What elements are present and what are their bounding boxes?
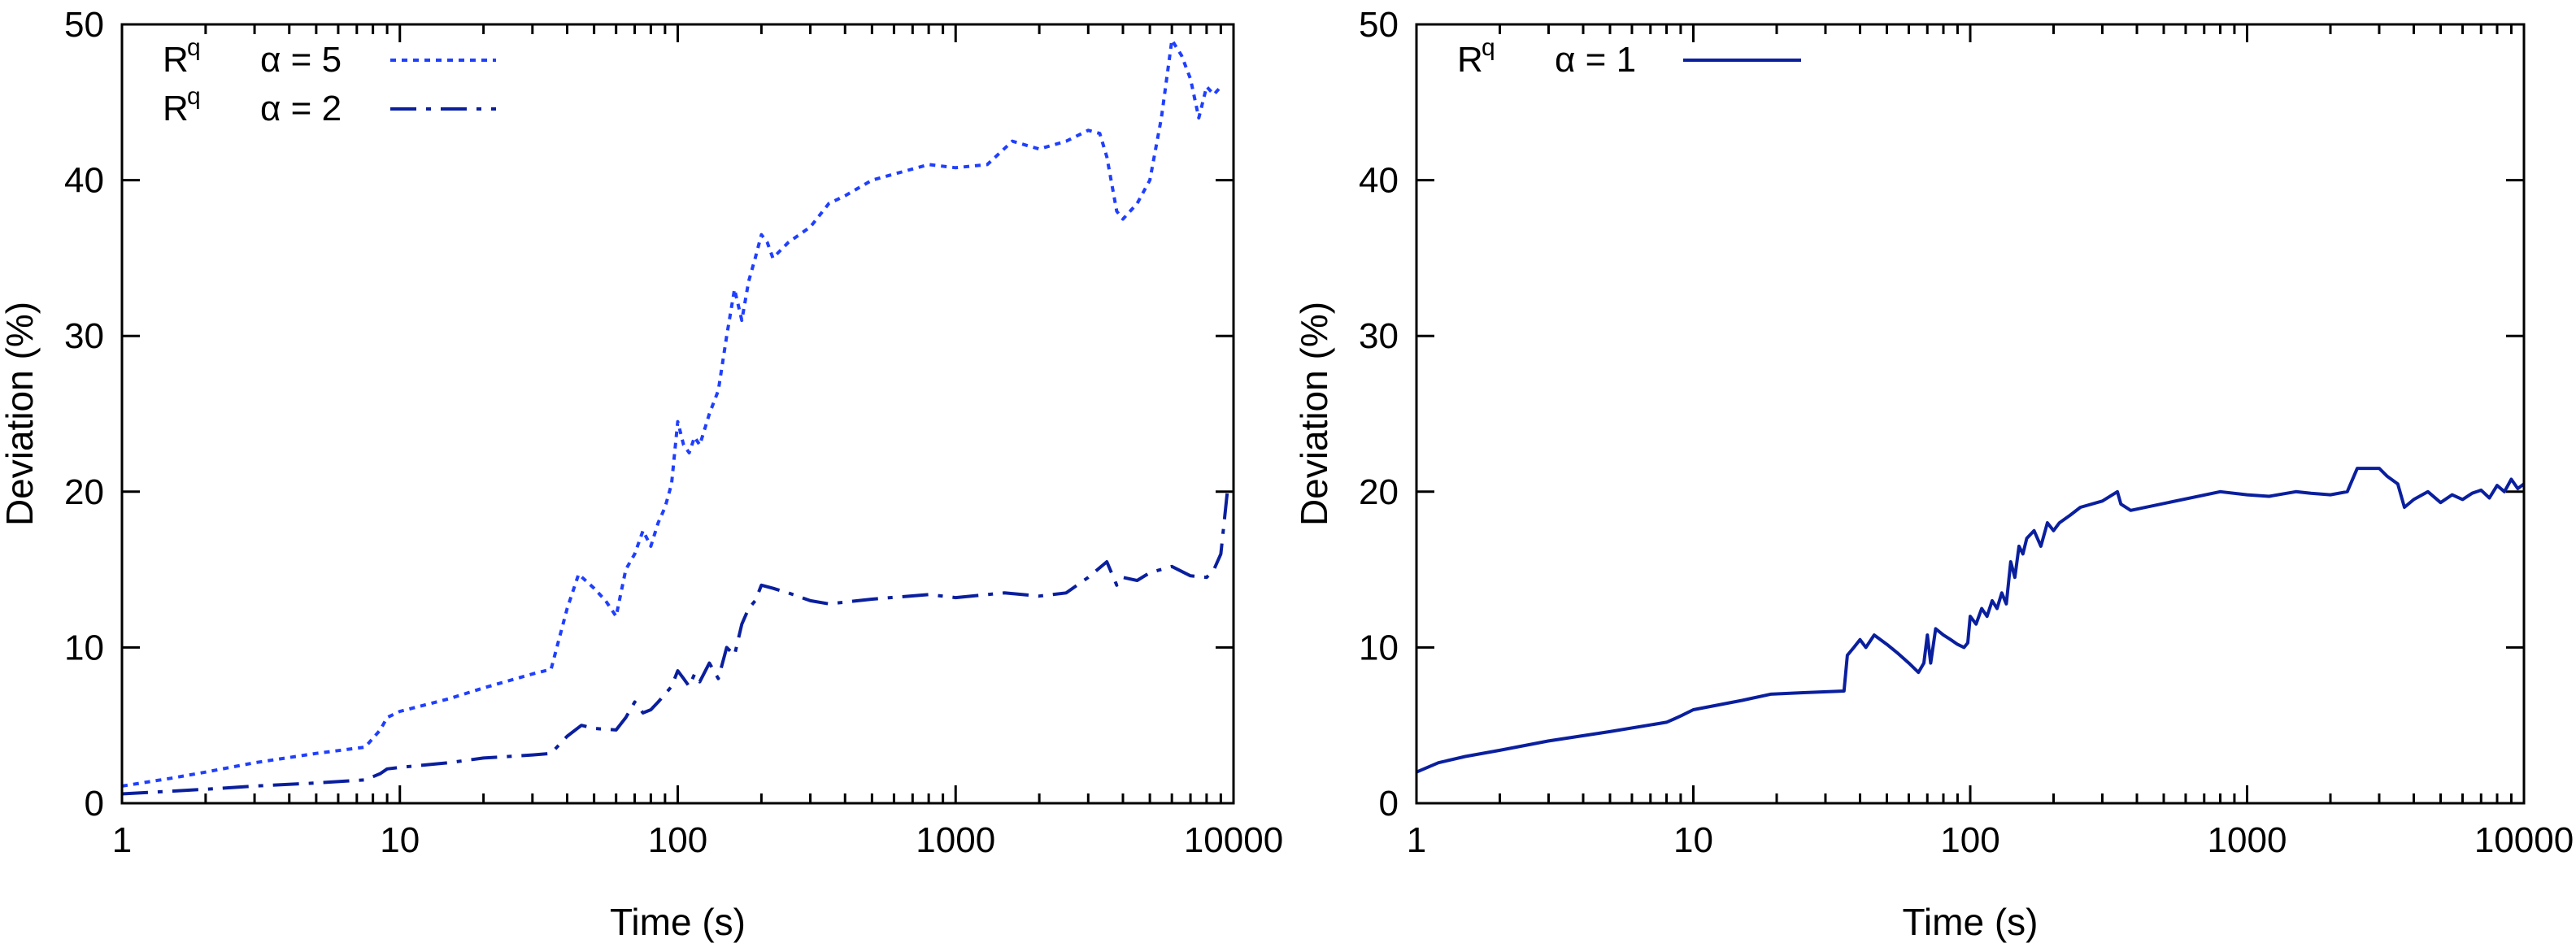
y-tick-label: 0 — [85, 784, 104, 824]
x-tick-label: 10000 — [2474, 820, 2574, 860]
x-tick-label: 10 — [380, 820, 420, 860]
x-tick-label: 1000 — [2208, 820, 2287, 860]
x-tick-label: 10 — [1673, 820, 1713, 860]
y-tick-label: 0 — [1379, 784, 1399, 824]
legend-label: α = 1 — [1555, 40, 1636, 80]
legend-label: α = 2 — [260, 89, 342, 128]
legend-superscript: q — [1482, 34, 1495, 61]
y-tick-label: 20 — [1359, 472, 1399, 512]
y-tick-label: 50 — [1359, 5, 1399, 45]
x-tick-label: 100 — [1940, 820, 1999, 860]
plot-frame — [1415, 23, 2526, 805]
y-tick-label: 20 — [64, 472, 104, 512]
series-line-dashdot — [121, 491, 1229, 796]
legend-label: α = 5 — [260, 40, 342, 80]
y-tick-label: 30 — [64, 316, 104, 356]
x-tick-label: 10000 — [1184, 820, 1283, 860]
x-tick-label: 100 — [648, 820, 707, 860]
chart-right: 1 10 100 1000 10000 0 10 20 30 40 50 Rq α = 1 Time (s… — [1293, 5, 2574, 943]
series-line-dotted — [121, 38, 1222, 788]
x-tick-label: 1 — [112, 820, 132, 860]
legend-symbol: R — [1457, 40, 1483, 80]
y-tick-label: 40 — [1359, 161, 1399, 201]
y-tick-label: 50 — [64, 5, 104, 45]
series-line-solid — [1416, 467, 2526, 774]
x-tick-label: 1 — [1407, 820, 1426, 860]
legend-symbol: R — [163, 89, 189, 128]
legend-superscript: q — [187, 83, 201, 110]
y-tick-label: 40 — [64, 161, 104, 201]
chart-left: 1 10 100 1000 10000 0 10 20 30 40 50 Rq α = 5 Rq α = 2… — [0, 5, 1283, 943]
x-axis-label: Time (s) — [610, 901, 746, 943]
x-tick-label: 1000 — [916, 820, 995, 860]
y-tick-label: 10 — [1359, 628, 1399, 667]
y-axis-label: Deviation (%) — [0, 302, 41, 526]
y-axis-label: Deviation (%) — [1293, 302, 1335, 526]
y-tick-label: 10 — [64, 628, 104, 667]
x-axis-label: Time (s) — [1903, 901, 2039, 943]
legend-superscript: q — [187, 34, 201, 61]
legend-symbol: R — [163, 40, 189, 80]
y-tick-label: 30 — [1359, 316, 1399, 356]
plot-frame — [120, 23, 1235, 805]
